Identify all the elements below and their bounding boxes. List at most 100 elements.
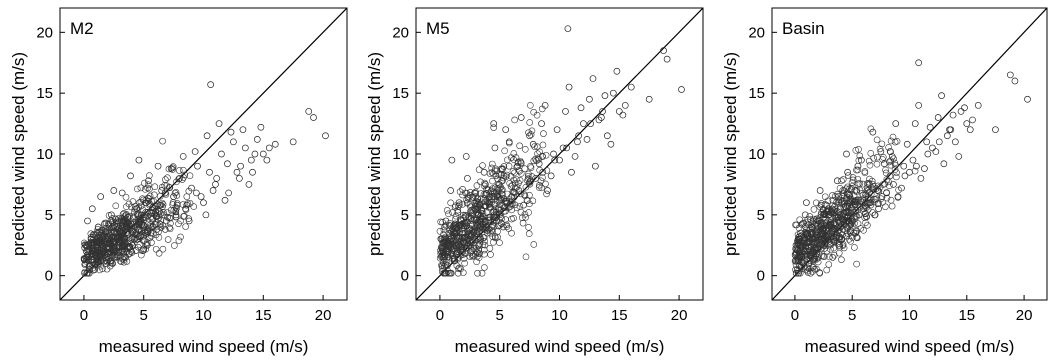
data-point bbox=[969, 116, 976, 124]
data-point bbox=[501, 203, 509, 211]
data-point bbox=[147, 222, 155, 230]
data-point bbox=[253, 136, 261, 143]
data-point bbox=[465, 214, 473, 222]
data-point bbox=[526, 119, 534, 126]
data-point bbox=[522, 214, 529, 221]
y-tick-label: 5 bbox=[757, 207, 765, 224]
data-point bbox=[490, 211, 498, 219]
data-point bbox=[843, 197, 851, 204]
data-point bbox=[861, 169, 869, 177]
data-point bbox=[856, 203, 863, 210]
data-point bbox=[847, 215, 855, 222]
data-point bbox=[869, 128, 877, 136]
data-point bbox=[105, 225, 113, 232]
x-axis-label: measured wind speed (m/s) bbox=[455, 337, 665, 356]
data-point bbox=[447, 245, 454, 252]
x-tick-label: 15 bbox=[958, 307, 975, 324]
data-point bbox=[510, 156, 518, 163]
data-point bbox=[901, 172, 909, 180]
data-point bbox=[577, 104, 585, 112]
data-point bbox=[805, 243, 812, 250]
data-point bbox=[474, 269, 481, 277]
y-tick-label: 0 bbox=[757, 268, 765, 285]
data-point bbox=[915, 59, 923, 67]
data-point bbox=[806, 251, 814, 259]
data-point bbox=[881, 180, 888, 188]
data-point bbox=[839, 212, 847, 219]
data-point bbox=[80, 239, 88, 247]
data-point bbox=[792, 261, 800, 268]
data-point bbox=[538, 105, 546, 113]
data-point bbox=[218, 150, 225, 158]
data-point bbox=[439, 218, 446, 226]
data-point bbox=[85, 265, 93, 273]
data-point bbox=[521, 211, 529, 218]
data-point bbox=[792, 245, 799, 253]
data-point bbox=[645, 95, 653, 103]
data-point bbox=[481, 179, 488, 187]
data-point bbox=[603, 132, 611, 140]
data-point bbox=[257, 123, 265, 131]
data-point bbox=[863, 203, 871, 211]
data-point bbox=[514, 159, 522, 167]
data-point bbox=[464, 219, 471, 226]
data-point bbox=[598, 114, 605, 121]
data-point bbox=[798, 258, 806, 265]
data-point bbox=[794, 237, 801, 245]
data-point bbox=[440, 226, 448, 234]
data-point bbox=[894, 194, 902, 201]
x-tick-label: 0 bbox=[436, 307, 444, 324]
data-point bbox=[492, 205, 500, 212]
data-point bbox=[853, 188, 860, 196]
data-point bbox=[909, 156, 917, 164]
data-point bbox=[97, 193, 105, 200]
data-point bbox=[489, 233, 496, 241]
y-tick-label: 10 bbox=[392, 146, 409, 163]
data-point bbox=[491, 193, 499, 201]
data-point bbox=[182, 206, 190, 214]
data-point bbox=[227, 128, 235, 136]
data-point bbox=[190, 203, 198, 210]
data-point bbox=[885, 144, 892, 151]
data-point bbox=[102, 219, 110, 227]
data-point bbox=[209, 187, 217, 194]
x-tick-label: 15 bbox=[611, 307, 628, 324]
data-point bbox=[835, 242, 843, 249]
data-point bbox=[468, 207, 475, 214]
data-point bbox=[128, 230, 135, 238]
data-point bbox=[852, 227, 860, 234]
data-point bbox=[99, 248, 107, 256]
data-point bbox=[801, 237, 808, 244]
data-point bbox=[851, 244, 858, 251]
data-point bbox=[836, 218, 843, 225]
data-point bbox=[474, 221, 481, 229]
data-point bbox=[91, 248, 99, 255]
data-point bbox=[854, 175, 862, 183]
data-point bbox=[866, 188, 873, 196]
data-point bbox=[449, 225, 457, 233]
data-point bbox=[863, 213, 871, 221]
data-point bbox=[544, 187, 551, 194]
data-point bbox=[499, 165, 506, 173]
data-point bbox=[131, 203, 139, 210]
data-point bbox=[803, 230, 811, 238]
data-point bbox=[119, 211, 127, 218]
data-point bbox=[559, 144, 567, 152]
data-point bbox=[474, 205, 482, 213]
data-point bbox=[817, 245, 825, 253]
data-point bbox=[167, 220, 174, 227]
data-point bbox=[473, 182, 481, 189]
data-point bbox=[186, 172, 194, 179]
x-tick-label: 0 bbox=[791, 307, 799, 324]
data-point bbox=[507, 172, 515, 180]
x-axis-label: measured wind speed (m/s) bbox=[99, 337, 309, 356]
data-point bbox=[461, 259, 468, 267]
data-point bbox=[824, 212, 832, 220]
data-point bbox=[442, 222, 450, 229]
data-point bbox=[530, 108, 537, 116]
x-tick-label: 20 bbox=[671, 307, 688, 324]
data-point bbox=[191, 148, 199, 155]
data-point bbox=[451, 203, 459, 211]
data-point bbox=[135, 220, 143, 228]
data-point bbox=[845, 235, 853, 243]
